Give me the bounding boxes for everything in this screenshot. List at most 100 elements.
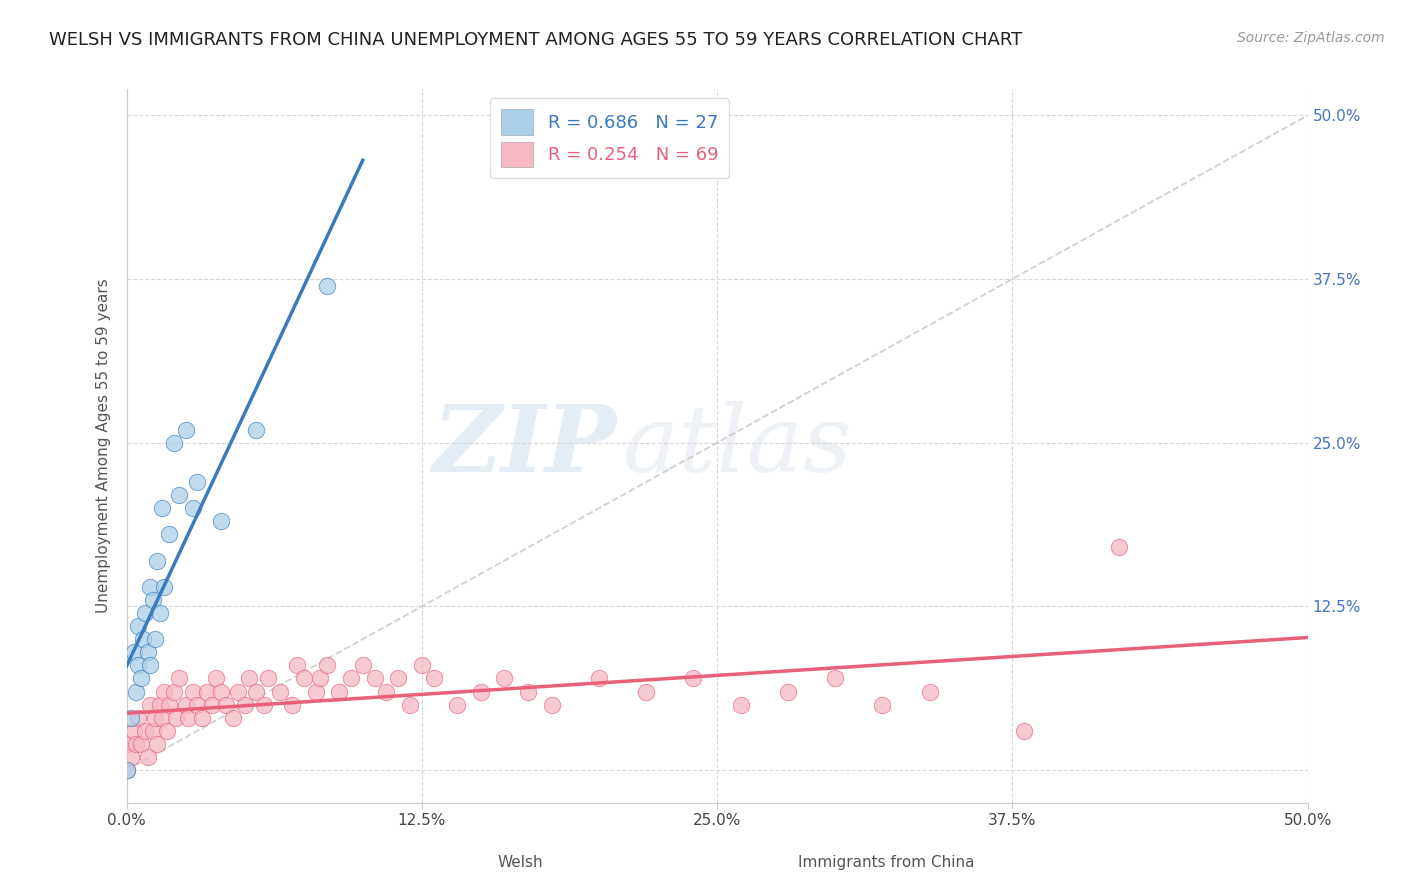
Point bbox=[177, 711, 200, 725]
Point bbox=[363, 672, 385, 686]
Point bbox=[150, 501, 173, 516]
Point bbox=[233, 698, 256, 712]
Point bbox=[399, 698, 422, 712]
Point bbox=[174, 423, 197, 437]
Point bbox=[209, 514, 232, 528]
Point bbox=[181, 501, 204, 516]
Point bbox=[446, 698, 468, 712]
Point bbox=[167, 672, 190, 686]
Point bbox=[163, 684, 186, 698]
Point bbox=[153, 580, 176, 594]
Point bbox=[127, 658, 149, 673]
Text: WELSH VS IMMIGRANTS FROM CHINA UNEMPLOYMENT AMONG AGES 55 TO 59 YEARS CORRELATIO: WELSH VS IMMIGRANTS FROM CHINA UNEMPLOYM… bbox=[49, 31, 1022, 49]
Point bbox=[163, 435, 186, 450]
Point bbox=[316, 278, 339, 293]
Point bbox=[157, 527, 180, 541]
Point bbox=[872, 698, 894, 712]
Point bbox=[157, 698, 180, 712]
Point bbox=[186, 698, 208, 712]
Point bbox=[122, 723, 145, 738]
Point bbox=[115, 763, 138, 777]
Point bbox=[682, 672, 704, 686]
Point bbox=[143, 632, 166, 647]
Point bbox=[540, 698, 562, 712]
Point bbox=[153, 684, 176, 698]
Point bbox=[776, 684, 799, 698]
Point bbox=[125, 684, 148, 698]
Point bbox=[245, 423, 267, 437]
Point bbox=[411, 658, 433, 673]
Point bbox=[146, 553, 169, 567]
Point bbox=[136, 750, 159, 764]
Point bbox=[136, 645, 159, 659]
Point bbox=[141, 592, 163, 607]
Text: Source: ZipAtlas.com: Source: ZipAtlas.com bbox=[1237, 31, 1385, 45]
Point bbox=[269, 684, 291, 698]
Point bbox=[139, 698, 162, 712]
Point bbox=[146, 737, 169, 751]
Point bbox=[125, 737, 148, 751]
Point bbox=[918, 684, 941, 698]
Point bbox=[285, 658, 308, 673]
Point bbox=[517, 684, 540, 698]
Point bbox=[281, 698, 304, 712]
Point bbox=[309, 672, 332, 686]
Point bbox=[422, 672, 444, 686]
Point bbox=[165, 711, 187, 725]
Point bbox=[730, 698, 752, 712]
Point bbox=[205, 672, 228, 686]
Point bbox=[226, 684, 249, 698]
Point bbox=[588, 672, 610, 686]
Point bbox=[328, 684, 350, 698]
Point bbox=[150, 711, 173, 725]
Point bbox=[375, 684, 398, 698]
Point bbox=[132, 632, 155, 647]
Point bbox=[186, 475, 208, 489]
Point bbox=[215, 698, 238, 712]
Point bbox=[139, 580, 162, 594]
Point bbox=[149, 698, 172, 712]
Point bbox=[127, 711, 149, 725]
Point bbox=[257, 672, 280, 686]
Point bbox=[120, 750, 142, 764]
Point bbox=[316, 658, 339, 673]
Point bbox=[149, 606, 172, 620]
Point bbox=[494, 672, 516, 686]
Point bbox=[141, 723, 163, 738]
Point bbox=[139, 658, 162, 673]
Point bbox=[174, 698, 197, 712]
Point bbox=[120, 711, 142, 725]
Point bbox=[129, 672, 152, 686]
Text: ZIP: ZIP bbox=[433, 401, 617, 491]
Point bbox=[191, 711, 214, 725]
Point bbox=[195, 684, 218, 698]
Point bbox=[134, 606, 156, 620]
Point bbox=[156, 723, 179, 738]
Point bbox=[824, 672, 846, 686]
Legend: R = 0.686   N = 27, R = 0.254   N = 69: R = 0.686 N = 27, R = 0.254 N = 69 bbox=[489, 98, 730, 178]
Point bbox=[252, 698, 274, 712]
Y-axis label: Unemployment Among Ages 55 to 59 years: Unemployment Among Ages 55 to 59 years bbox=[96, 278, 111, 614]
Point bbox=[387, 672, 409, 686]
Point bbox=[245, 684, 267, 698]
Point bbox=[134, 723, 156, 738]
Point bbox=[340, 672, 363, 686]
Point bbox=[470, 684, 492, 698]
Point bbox=[209, 684, 232, 698]
Point bbox=[1108, 541, 1130, 555]
Point bbox=[115, 763, 138, 777]
Point bbox=[127, 619, 149, 633]
Point bbox=[304, 684, 326, 698]
Text: Immigrants from China: Immigrants from China bbox=[797, 855, 974, 870]
Point bbox=[122, 645, 145, 659]
Text: atlas: atlas bbox=[623, 401, 852, 491]
Point bbox=[181, 684, 204, 698]
Point bbox=[200, 698, 222, 712]
Point bbox=[292, 672, 315, 686]
Point bbox=[222, 711, 245, 725]
Point bbox=[143, 711, 166, 725]
Point bbox=[1012, 723, 1035, 738]
Point bbox=[352, 658, 374, 673]
Point bbox=[129, 737, 152, 751]
Point bbox=[115, 737, 138, 751]
